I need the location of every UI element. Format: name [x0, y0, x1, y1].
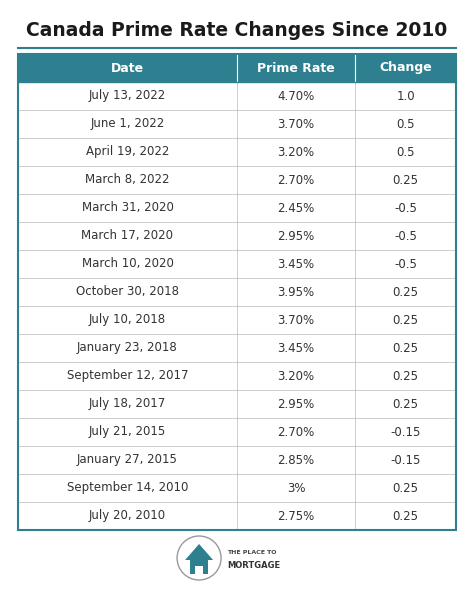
Text: 0.25: 0.25 — [392, 481, 419, 494]
Text: March 17, 2020: March 17, 2020 — [82, 230, 173, 243]
Text: Date: Date — [111, 62, 144, 75]
Text: 2.70%: 2.70% — [277, 173, 315, 186]
Bar — [18, 82, 456, 110]
Text: 0.25: 0.25 — [392, 342, 419, 355]
Text: January 27, 2015: January 27, 2015 — [77, 453, 178, 466]
Bar — [18, 306, 456, 334]
Polygon shape — [185, 544, 213, 560]
Text: July 20, 2010: July 20, 2010 — [89, 510, 166, 523]
Text: 0.5: 0.5 — [396, 146, 415, 159]
Text: 2.75%: 2.75% — [277, 510, 315, 523]
Text: 3%: 3% — [287, 481, 305, 494]
Text: 0.25: 0.25 — [392, 369, 419, 382]
Bar — [18, 110, 456, 138]
Text: -0.5: -0.5 — [394, 201, 417, 214]
Bar — [18, 138, 456, 166]
Text: 0.25: 0.25 — [392, 285, 419, 298]
Text: 0.25: 0.25 — [392, 510, 419, 523]
Bar — [18, 278, 456, 306]
Text: March 8, 2022: March 8, 2022 — [85, 173, 170, 186]
Bar — [18, 166, 456, 194]
Bar — [18, 194, 456, 222]
Text: -0.15: -0.15 — [391, 426, 421, 439]
Bar — [18, 250, 456, 278]
Bar — [18, 54, 456, 530]
Text: -0.5: -0.5 — [394, 258, 417, 271]
Text: 3.45%: 3.45% — [278, 342, 315, 355]
Text: September 14, 2010: September 14, 2010 — [67, 481, 188, 494]
Text: 4.70%: 4.70% — [277, 89, 315, 102]
Text: 2.95%: 2.95% — [277, 397, 315, 410]
Text: April 19, 2022: April 19, 2022 — [86, 146, 169, 159]
Text: March 31, 2020: March 31, 2020 — [82, 201, 173, 214]
Text: June 1, 2022: June 1, 2022 — [91, 117, 164, 130]
Text: 0.25: 0.25 — [392, 173, 419, 186]
Text: July 10, 2018: July 10, 2018 — [89, 314, 166, 327]
Text: 3.95%: 3.95% — [278, 285, 315, 298]
Bar — [18, 446, 456, 474]
Text: 2.70%: 2.70% — [277, 426, 315, 439]
Text: October 30, 2018: October 30, 2018 — [76, 285, 179, 298]
Text: Prime Rate: Prime Rate — [257, 62, 335, 75]
Bar — [18, 222, 456, 250]
Text: 2.95%: 2.95% — [277, 230, 315, 243]
Circle shape — [177, 536, 221, 580]
Text: MORTGAGE: MORTGAGE — [227, 561, 280, 570]
Bar — [18, 362, 456, 390]
Text: 0.25: 0.25 — [392, 397, 419, 410]
Text: 3.70%: 3.70% — [278, 117, 315, 130]
Text: July 13, 2022: July 13, 2022 — [89, 89, 166, 102]
Text: 1.0: 1.0 — [396, 89, 415, 102]
Text: September 12, 2017: September 12, 2017 — [67, 369, 188, 382]
Bar — [18, 502, 456, 530]
Text: 2.45%: 2.45% — [277, 201, 315, 214]
Text: Change: Change — [379, 62, 432, 75]
Text: 0.25: 0.25 — [392, 314, 419, 327]
Text: July 18, 2017: July 18, 2017 — [89, 397, 166, 410]
Text: 3.45%: 3.45% — [278, 258, 315, 271]
Bar — [195, 566, 203, 574]
Text: July 21, 2015: July 21, 2015 — [89, 426, 166, 439]
Text: 3.70%: 3.70% — [278, 314, 315, 327]
Text: March 10, 2020: March 10, 2020 — [82, 258, 173, 271]
Bar — [190, 560, 208, 574]
Text: -0.15: -0.15 — [391, 453, 421, 466]
Text: Canada Prime Rate Changes Since 2010: Canada Prime Rate Changes Since 2010 — [27, 21, 447, 40]
Bar — [18, 390, 456, 418]
Text: -0.5: -0.5 — [394, 230, 417, 243]
Text: 3.20%: 3.20% — [278, 369, 315, 382]
Bar — [18, 474, 456, 502]
Text: 2.85%: 2.85% — [278, 453, 315, 466]
Text: 0.5: 0.5 — [396, 117, 415, 130]
Bar — [18, 418, 456, 446]
Bar — [18, 334, 456, 362]
Text: January 23, 2018: January 23, 2018 — [77, 342, 178, 355]
Text: THE PLACE TO: THE PLACE TO — [227, 551, 277, 555]
Text: 3.20%: 3.20% — [278, 146, 315, 159]
Bar — [18, 54, 456, 82]
